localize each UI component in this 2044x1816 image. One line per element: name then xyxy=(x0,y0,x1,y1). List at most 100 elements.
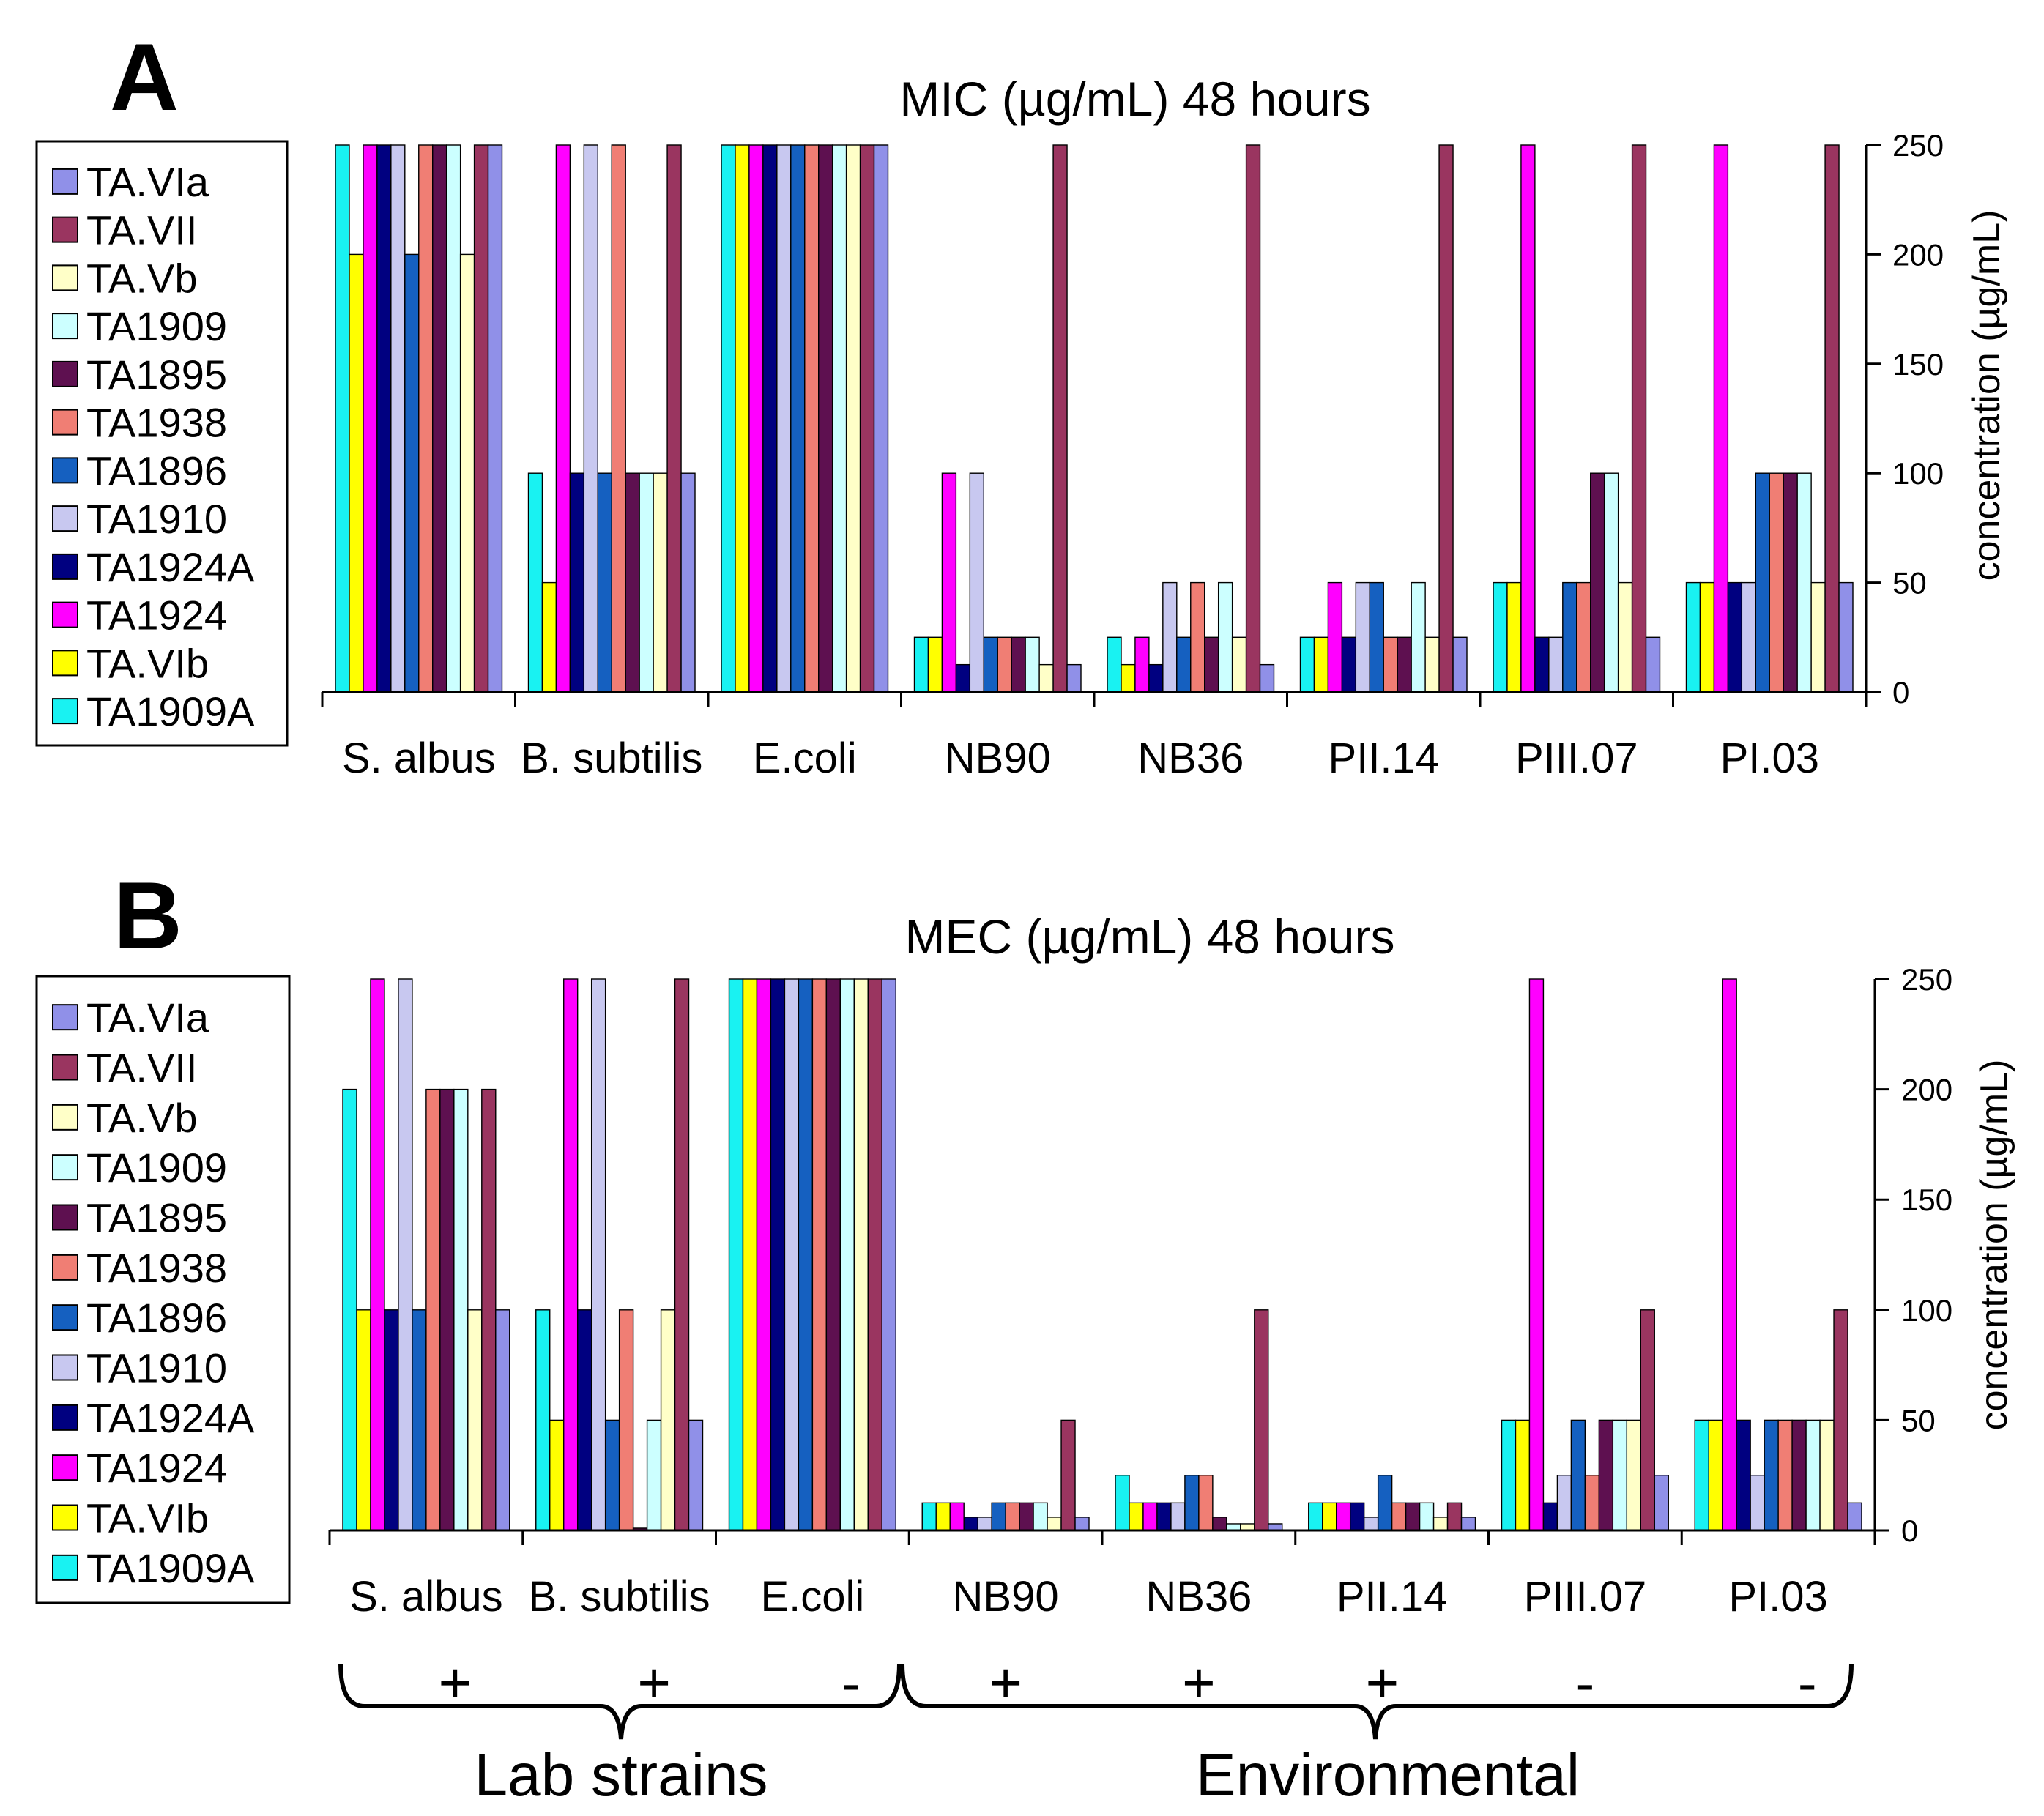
x-tick-label-a-nb90: NB90 xyxy=(945,734,1051,782)
bar-b-nb90-ta1924a xyxy=(963,1517,978,1531)
bar-a-piii-07-ta-via xyxy=(1645,636,1661,693)
bar-a-nb90-ta1895 xyxy=(1011,636,1026,693)
bar-a-piii-07-ta1895 xyxy=(1590,472,1605,693)
bar-b-e-coli-ta-vib xyxy=(742,978,758,1531)
chart-a-bars xyxy=(335,144,1854,693)
y-tick-label-a-0: 0 xyxy=(1892,675,1909,710)
bar-a-s-albus-ta1895 xyxy=(432,144,447,693)
legend-swatch-a-ta1895 xyxy=(52,360,78,387)
x-tick-label-b-nb36: NB36 xyxy=(1145,1573,1252,1620)
bar-a-pii-14-ta1909 xyxy=(1411,581,1426,693)
bar-a-nb90-ta-vib xyxy=(927,636,943,693)
legend-label-b-ta1909a: TA1909A xyxy=(86,1545,255,1591)
bar-a-nb36-ta1924 xyxy=(1134,636,1150,693)
legend-label-b-ta-vii: TA.VII xyxy=(86,1045,197,1091)
bar-a-pi-03-ta1895 xyxy=(1783,472,1798,693)
bar-b-s-albus-ta1924a xyxy=(384,1309,399,1531)
bar-b-nb36-ta1924 xyxy=(1142,1502,1158,1531)
bar-b-pii-14-ta-vib xyxy=(1322,1502,1337,1531)
group-label-environmental: Environmental xyxy=(1196,1742,1580,1809)
bar-a-b-subtilis-ta1924 xyxy=(555,144,571,693)
bar-b-s-albus-ta1909 xyxy=(453,1088,469,1531)
bar-a-piii-07-ta1910 xyxy=(1548,636,1564,693)
bar-b-nb36-ta-vib xyxy=(1129,1502,1144,1531)
bar-a-b-subtilis-ta1938 xyxy=(611,144,626,693)
group-label-lab-strains: Lab strains xyxy=(474,1742,768,1809)
legend-swatch-a-ta-via xyxy=(52,168,78,195)
bar-a-pi-03-ta1896 xyxy=(1755,472,1770,693)
bar-a-pii-14-ta1938 xyxy=(1383,636,1398,693)
bar-a-pii-14-ta-via xyxy=(1452,636,1468,693)
bar-b-b-subtilis-ta-vib xyxy=(549,1419,565,1531)
bar-b-nb36-ta-vii xyxy=(1254,1309,1269,1531)
bar-b-b-subtilis-ta1924 xyxy=(563,978,579,1531)
bar-a-pi-03-ta1924 xyxy=(1713,144,1729,693)
bar-b-e-coli-ta1896 xyxy=(798,978,814,1531)
bar-b-pi-03-ta1924a xyxy=(1736,1419,1751,1531)
bar-a-nb90-ta-vii xyxy=(1052,144,1068,693)
bar-b-s-albus-ta-via xyxy=(495,1309,510,1531)
bar-a-nb90-ta-via xyxy=(1066,663,1082,693)
chart-b-title: MEC (µg/mL) 48 hours xyxy=(905,909,1395,964)
bar-a-e-coli-ta1938 xyxy=(804,144,820,693)
legend-label-b-ta1895: TA1895 xyxy=(86,1195,227,1241)
legend-swatch-a-ta1924a xyxy=(52,553,78,580)
legend-swatch-b-ta1938 xyxy=(52,1254,78,1281)
legend-swatch-a-ta-vii xyxy=(52,216,78,243)
bar-a-nb90-ta-vb xyxy=(1038,663,1054,693)
bar-b-nb36-ta1924a xyxy=(1156,1502,1172,1531)
bar-a-s-albus-ta1938 xyxy=(418,144,434,693)
legend-label-b-ta-via: TA.VIa xyxy=(86,994,209,1041)
x-tick-label-b-pii-14: PII.14 xyxy=(1337,1573,1448,1620)
legend-label-b-ta1910: TA1910 xyxy=(86,1345,227,1391)
bar-a-pii-14-ta1924 xyxy=(1327,581,1343,693)
bar-b-piii-07-ta-vii xyxy=(1640,1309,1655,1531)
legend-label-a-ta-vii: TA.VII xyxy=(86,207,197,253)
legend-swatch-b-ta1895 xyxy=(52,1204,78,1231)
chart-b-bars xyxy=(342,978,1862,1531)
bar-b-pii-14-ta1895 xyxy=(1405,1502,1421,1531)
chart-a-y-label: concentration (µg/mL) xyxy=(1966,210,2008,581)
legend-label-a-ta1896: TA1896 xyxy=(86,447,227,494)
bar-b-nb90-ta1910 xyxy=(977,1517,992,1531)
legend-label-a-ta1910: TA1910 xyxy=(86,496,227,542)
bar-b-nb90-ta-vb xyxy=(1047,1517,1062,1531)
bar-a-nb36-ta1938 xyxy=(1190,581,1205,693)
bar-b-nb90-ta-via xyxy=(1074,1517,1090,1531)
bar-b-pi-03-ta1909a xyxy=(1694,1419,1709,1531)
bar-a-e-coli-ta1924a xyxy=(762,144,778,693)
x-tick-label-b-piii-07: PIII.07 xyxy=(1524,1573,1647,1620)
bar-a-nb36-ta1896 xyxy=(1176,636,1192,693)
bar-b-e-coli-ta1924 xyxy=(756,978,772,1531)
x-tick-label-a-nb36: NB36 xyxy=(1137,734,1244,782)
legend-label-b-ta1909: TA1909 xyxy=(86,1145,227,1191)
bar-b-s-albus-ta1896 xyxy=(412,1309,427,1531)
legend-box-b xyxy=(35,975,291,1604)
legend-swatch-a-ta1909a xyxy=(52,698,78,725)
bar-b-nb90-ta1896 xyxy=(991,1502,1006,1531)
bar-a-e-coli-ta-vii xyxy=(859,144,875,693)
bar-a-nb90-ta1896 xyxy=(983,636,998,693)
bar-a-b-subtilis-ta-vib xyxy=(541,581,557,693)
legend-label-a-ta1895: TA1895 xyxy=(86,351,227,398)
y-tick-label-b-0: 0 xyxy=(1901,1514,1918,1548)
bar-b-pi-03-ta1938 xyxy=(1777,1419,1793,1531)
bar-a-piii-07-ta1924 xyxy=(1520,144,1536,693)
bar-a-b-subtilis-ta1924a xyxy=(569,472,585,693)
bar-b-piii-07-ta1909 xyxy=(1612,1419,1628,1531)
bar-b-pii-14-ta1924 xyxy=(1336,1502,1351,1531)
bar-a-s-albus-ta-vii xyxy=(473,144,489,693)
bar-b-s-albus-ta-vib xyxy=(356,1309,371,1531)
bar-b-nb90-ta1938 xyxy=(1005,1502,1020,1531)
legend-swatch-a-ta1909 xyxy=(52,313,78,340)
bar-a-piii-07-ta1924a xyxy=(1534,636,1550,693)
x-tick-label-b-pi-03: PI.03 xyxy=(1728,1573,1827,1620)
bar-a-pi-03-ta1938 xyxy=(1769,472,1784,693)
bar-b-e-coli-ta1910 xyxy=(784,978,800,1531)
x-tick-label-a-e-coli: E.coli xyxy=(753,734,857,782)
bar-b-piii-07-ta-vb xyxy=(1626,1419,1641,1531)
bar-b-b-subtilis-ta1909a xyxy=(535,1309,551,1531)
legend-swatch-b-ta1909 xyxy=(52,1154,78,1181)
bar-b-s-albus-ta-vii xyxy=(481,1088,497,1531)
